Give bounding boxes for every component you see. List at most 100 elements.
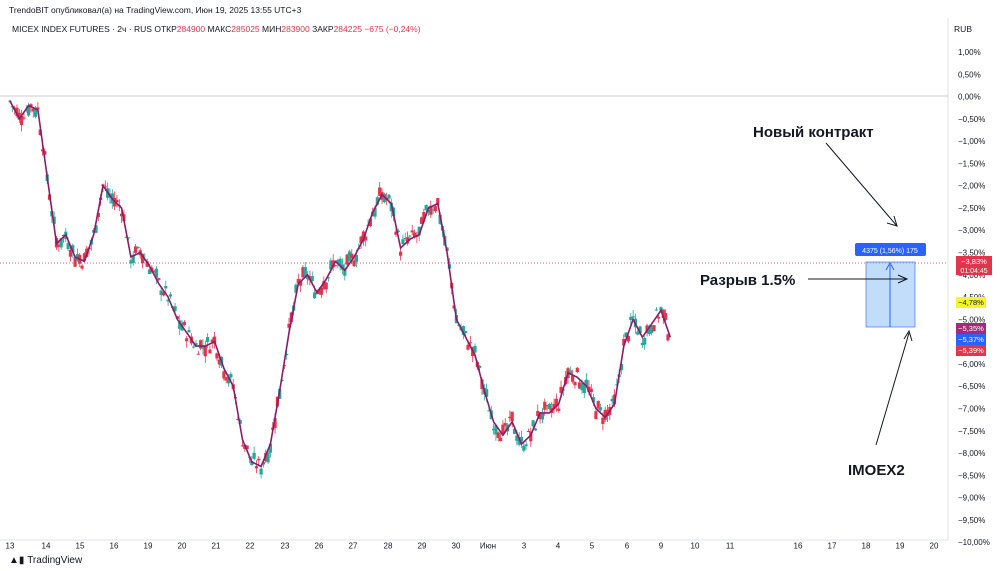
candle-body <box>498 437 503 442</box>
candle-body <box>629 316 633 320</box>
candle-body <box>375 197 379 205</box>
candle-body <box>147 269 152 274</box>
candle-body <box>15 107 19 117</box>
candle-body <box>133 246 138 253</box>
x-tick-label: 6 <box>625 541 630 550</box>
candle-body <box>236 419 240 421</box>
candle-body <box>164 285 168 289</box>
candle-body <box>571 375 575 382</box>
candle-body <box>310 276 314 281</box>
currency-label[interactable]: RUB <box>954 24 972 34</box>
candle-body <box>591 397 596 403</box>
candle-body <box>557 408 561 411</box>
x-tick-label: 23 <box>281 541 290 550</box>
candle-body <box>478 365 482 368</box>
y-tick-label: −6,00% <box>958 360 985 369</box>
symbol-label[interactable]: MICEX INDEX FUTURES · 2ч · RUS <box>12 24 152 34</box>
x-tick-label: 20 <box>930 541 939 550</box>
candle-body <box>515 435 519 441</box>
x-tick-label: 16 <box>110 541 119 550</box>
candle-body <box>250 461 254 466</box>
y-tick-label: −3,50% <box>958 249 985 258</box>
y-tick-label: −6,50% <box>958 382 985 391</box>
y-tick-label: −9,00% <box>958 494 985 503</box>
svg-text:−5,35%: −5,35% <box>958 324 984 333</box>
candle-body <box>552 403 556 410</box>
x-tick-label: 17 <box>828 541 837 550</box>
candle-body <box>68 249 73 257</box>
candle-body <box>589 388 593 393</box>
candle-body <box>594 411 598 420</box>
svg-text:−4,78%: −4,78% <box>958 298 984 307</box>
candle-body <box>215 353 219 359</box>
candle-body <box>222 371 226 379</box>
candle-body <box>173 306 177 312</box>
y-tick-label: −1,50% <box>958 159 985 168</box>
candle-body <box>659 307 663 311</box>
y-tick-label: −2,00% <box>958 182 985 191</box>
candle-body <box>652 325 656 332</box>
candle-body <box>487 410 491 412</box>
candle-body <box>575 367 579 373</box>
candle-body <box>306 275 310 280</box>
candle-body <box>585 379 589 387</box>
candle-body <box>354 254 359 262</box>
low-value: 283900 <box>281 24 310 34</box>
open-label: ОТКР <box>154 24 177 34</box>
candle-body <box>317 288 321 294</box>
x-tick-label: 4 <box>556 541 561 550</box>
svg-text:01:04:45: 01:04:45 <box>960 268 987 275</box>
candle-body <box>331 260 335 268</box>
candle-body <box>412 232 417 238</box>
candle-body <box>436 198 440 206</box>
candle-body <box>287 323 291 328</box>
price-label-blue: −5,37% <box>956 334 986 345</box>
tradingview-logo[interactable]: ▲▮ TradingView <box>9 555 82 566</box>
y-tick-label: −7,00% <box>958 404 985 413</box>
candle-body <box>408 235 412 237</box>
candle-body <box>196 353 200 355</box>
x-tick-label: 21 <box>212 541 221 550</box>
candle-body <box>40 149 45 152</box>
x-tick-label: 29 <box>418 541 427 550</box>
candle-body <box>410 230 414 233</box>
candle-body <box>654 309 658 311</box>
candle-body <box>245 445 249 450</box>
candle-body <box>27 105 31 116</box>
candle-body <box>152 271 156 273</box>
candle-body <box>540 413 545 420</box>
candle-body <box>601 417 605 425</box>
candle-body <box>661 309 665 318</box>
candle-body <box>531 420 535 427</box>
publisher-line: TrendoBIT опубликовал(а) на TradingView.… <box>9 5 302 15</box>
candle-body <box>573 382 577 386</box>
y-tick-label: −3,00% <box>958 226 985 235</box>
candle-body <box>96 213 100 218</box>
y-tick-label: −0,50% <box>958 115 985 124</box>
candle-body <box>103 186 107 188</box>
candle-body <box>59 238 63 248</box>
candle-body <box>285 353 289 356</box>
candle-body <box>226 377 231 384</box>
candle-body <box>387 194 391 199</box>
candle-body <box>394 231 398 235</box>
y-tick-label: −1,00% <box>958 137 985 146</box>
candle-body <box>17 112 21 120</box>
high-value: 285025 <box>231 24 260 34</box>
imoex2-arrow-head <box>903 329 913 342</box>
candle-body <box>526 431 531 433</box>
candle-body <box>524 444 528 446</box>
candle-body <box>254 466 259 469</box>
candle-body <box>501 424 505 434</box>
candle-body <box>640 342 644 346</box>
ohlc-legend: MICEX INDEX FUTURES · 2ч · RUS ОТКР28490… <box>12 24 421 34</box>
candle-body <box>322 281 326 290</box>
candle-body <box>464 331 468 334</box>
candle-body <box>206 337 210 343</box>
candle-body <box>636 331 640 335</box>
candle-body <box>201 345 205 349</box>
candle-body <box>626 335 631 342</box>
candle-body <box>166 299 170 302</box>
